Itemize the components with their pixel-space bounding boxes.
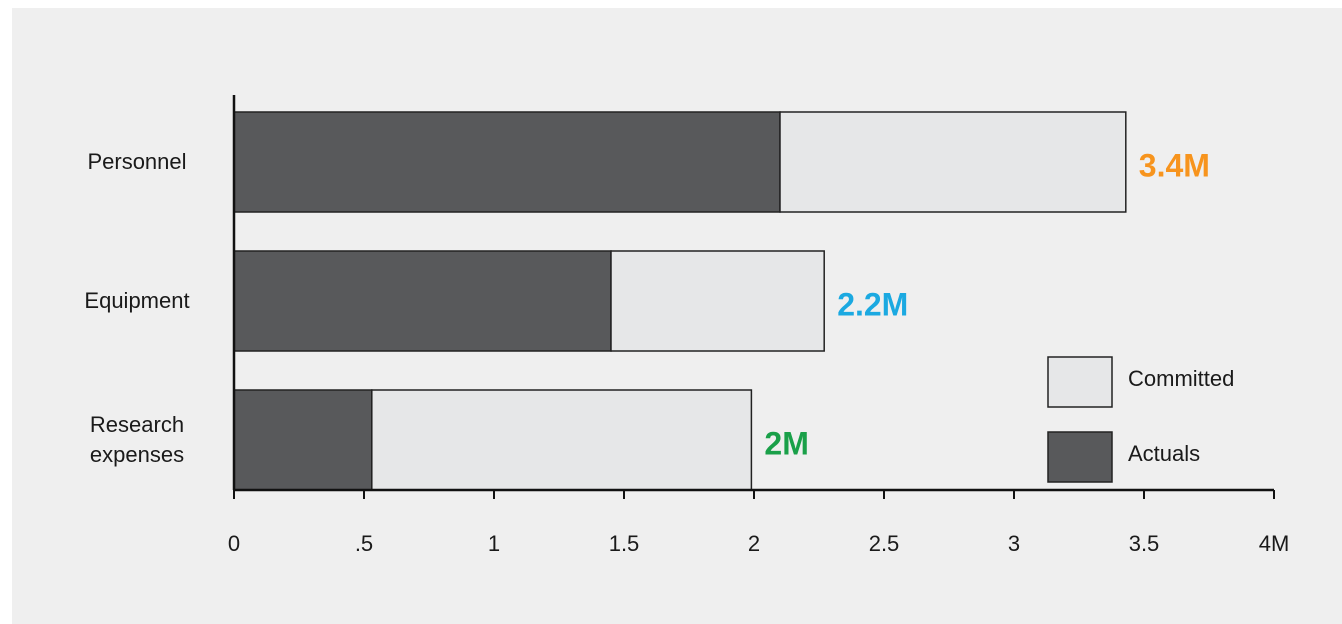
category-label: Equipment: [84, 288, 190, 313]
legend-swatch: [1047, 356, 1113, 408]
x-tick-label: 1: [488, 531, 500, 556]
bar-segment: [779, 111, 1127, 213]
bar-segment: [610, 250, 825, 352]
category-label: Personnel: [87, 149, 187, 174]
legend-label: Actuals: [1128, 441, 1200, 466]
total-label: 3.4M: [1139, 147, 1210, 183]
legend-swatch: [1047, 431, 1113, 483]
bar-segment: [371, 389, 753, 491]
category-label: Research expenses: [89, 412, 185, 467]
legend-label: Committed: [1128, 366, 1234, 391]
x-tick-label: 0: [228, 531, 240, 556]
x-tick-label: 3.5: [1129, 531, 1160, 556]
x-tick-label: 2.5: [869, 531, 900, 556]
bar-segment: [233, 250, 612, 352]
x-tick-label: 3: [1008, 531, 1020, 556]
x-tick-label: 1.5: [609, 531, 640, 556]
total-label: 2.2M: [837, 286, 908, 322]
x-tick-label: 2: [748, 531, 760, 556]
x-tick-label: 4M: [1259, 531, 1290, 556]
bar-segment: [233, 111, 781, 213]
total-label: 2M: [764, 425, 808, 461]
bar-segment: [233, 389, 373, 491]
x-tick-label: .5: [355, 531, 373, 556]
